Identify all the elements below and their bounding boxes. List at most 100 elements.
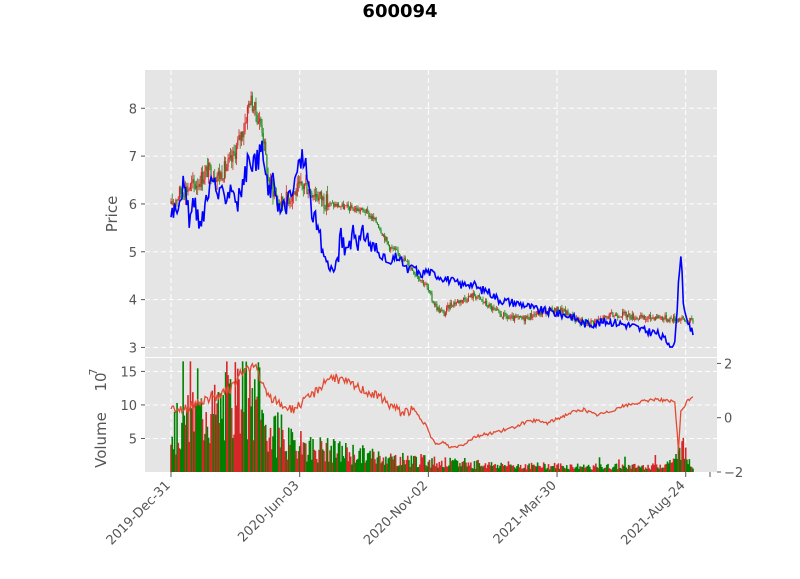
candle-body	[232, 151, 234, 162]
candle-body	[691, 318, 693, 320]
candle-body	[420, 280, 422, 282]
candle-body	[240, 132, 243, 141]
volume-bar	[402, 452, 404, 472]
price-axis: 3 4 5 6 7 8	[129, 102, 145, 356]
volume-bar	[412, 456, 415, 472]
candle-body	[205, 166, 207, 171]
candle-body	[404, 257, 406, 261]
volume-bar	[250, 406, 252, 472]
candle-body	[507, 317, 510, 319]
candle-body	[647, 316, 649, 320]
volume-bar	[553, 462, 556, 472]
candle-body	[660, 316, 663, 318]
candle-body	[445, 307, 448, 313]
volume-bar	[426, 466, 428, 472]
volume-bar	[559, 463, 562, 472]
volume-bar	[257, 362, 260, 472]
volume-bar	[362, 445, 364, 472]
price-panel-background	[145, 70, 717, 357]
candle-body	[379, 228, 381, 230]
volume-bar	[307, 454, 309, 472]
candle-body	[442, 310, 444, 312]
volume-bar	[514, 468, 517, 472]
volume-bar	[499, 465, 501, 472]
candle-body	[299, 181, 301, 184]
volume-bar	[184, 424, 187, 472]
volume-bar	[670, 462, 672, 472]
candle-body	[333, 202, 335, 207]
candle-body	[460, 300, 462, 303]
candle-body	[479, 296, 482, 300]
candle-body	[296, 183, 298, 196]
volume-bar	[529, 468, 532, 472]
volume-bar	[672, 458, 675, 472]
volume-bar	[262, 413, 265, 472]
candle-body	[551, 307, 553, 311]
candle-body	[301, 181, 303, 186]
volume-bar	[591, 469, 594, 472]
volume-bar	[602, 469, 604, 472]
volume-bar	[508, 464, 511, 472]
candle-body	[437, 307, 439, 311]
volume-bar	[269, 427, 272, 472]
candle-body	[534, 314, 536, 315]
volume-bar	[381, 461, 384, 472]
candle-body	[203, 179, 205, 184]
candle-body	[227, 159, 229, 167]
candle-body	[532, 316, 534, 318]
volume-bar	[606, 464, 608, 472]
volume-bar	[355, 459, 358, 472]
volume-bar	[569, 464, 572, 472]
volume-bar	[541, 467, 544, 472]
volume-bar	[263, 426, 266, 472]
volume-bar	[471, 467, 473, 472]
volume-bar	[252, 440, 255, 472]
volume-bar	[589, 466, 591, 472]
candle-body	[313, 195, 315, 197]
candle-body	[316, 193, 318, 198]
candle-body	[668, 319, 670, 322]
volume-bar	[408, 460, 410, 472]
volume-bar	[615, 463, 618, 472]
volume-bar	[295, 450, 297, 472]
candle-body	[447, 304, 449, 308]
candle-body	[602, 316, 604, 321]
candle-body	[513, 315, 516, 321]
candle-body	[259, 118, 261, 122]
volume-bar	[440, 460, 443, 472]
volume-bar	[209, 443, 211, 472]
volume-bar	[590, 469, 592, 472]
candle-body	[603, 315, 605, 317]
volume-bar	[665, 463, 668, 472]
volume-bar	[366, 453, 369, 472]
volume-bar	[661, 467, 664, 472]
volume-bar	[357, 458, 359, 472]
volume-bar	[592, 465, 595, 472]
volume-bar	[442, 466, 444, 472]
candle-body	[217, 171, 219, 176]
volume-bar	[241, 361, 244, 472]
candle-body	[291, 195, 293, 202]
candle-body	[362, 208, 364, 210]
candle-body	[692, 319, 694, 323]
candle-body	[330, 202, 332, 204]
volume-bar	[654, 455, 657, 472]
candle-body	[170, 201, 172, 204]
candle-body	[571, 314, 573, 319]
volume-bar	[394, 454, 397, 472]
candle-body	[649, 314, 652, 319]
volume-bar	[483, 465, 485, 472]
volume-bar	[405, 459, 408, 472]
candle-body	[604, 315, 607, 318]
volume-bar	[353, 454, 356, 472]
volume-bar	[624, 456, 626, 472]
volume-bar	[363, 448, 365, 472]
candle-body	[262, 132, 264, 144]
candle-body	[510, 316, 512, 318]
volume-bar	[677, 445, 680, 472]
volume-bar	[319, 437, 322, 472]
candle-body	[393, 248, 395, 250]
candle-body	[172, 203, 175, 205]
volume-bar	[216, 403, 218, 472]
volume-bar	[266, 440, 268, 472]
